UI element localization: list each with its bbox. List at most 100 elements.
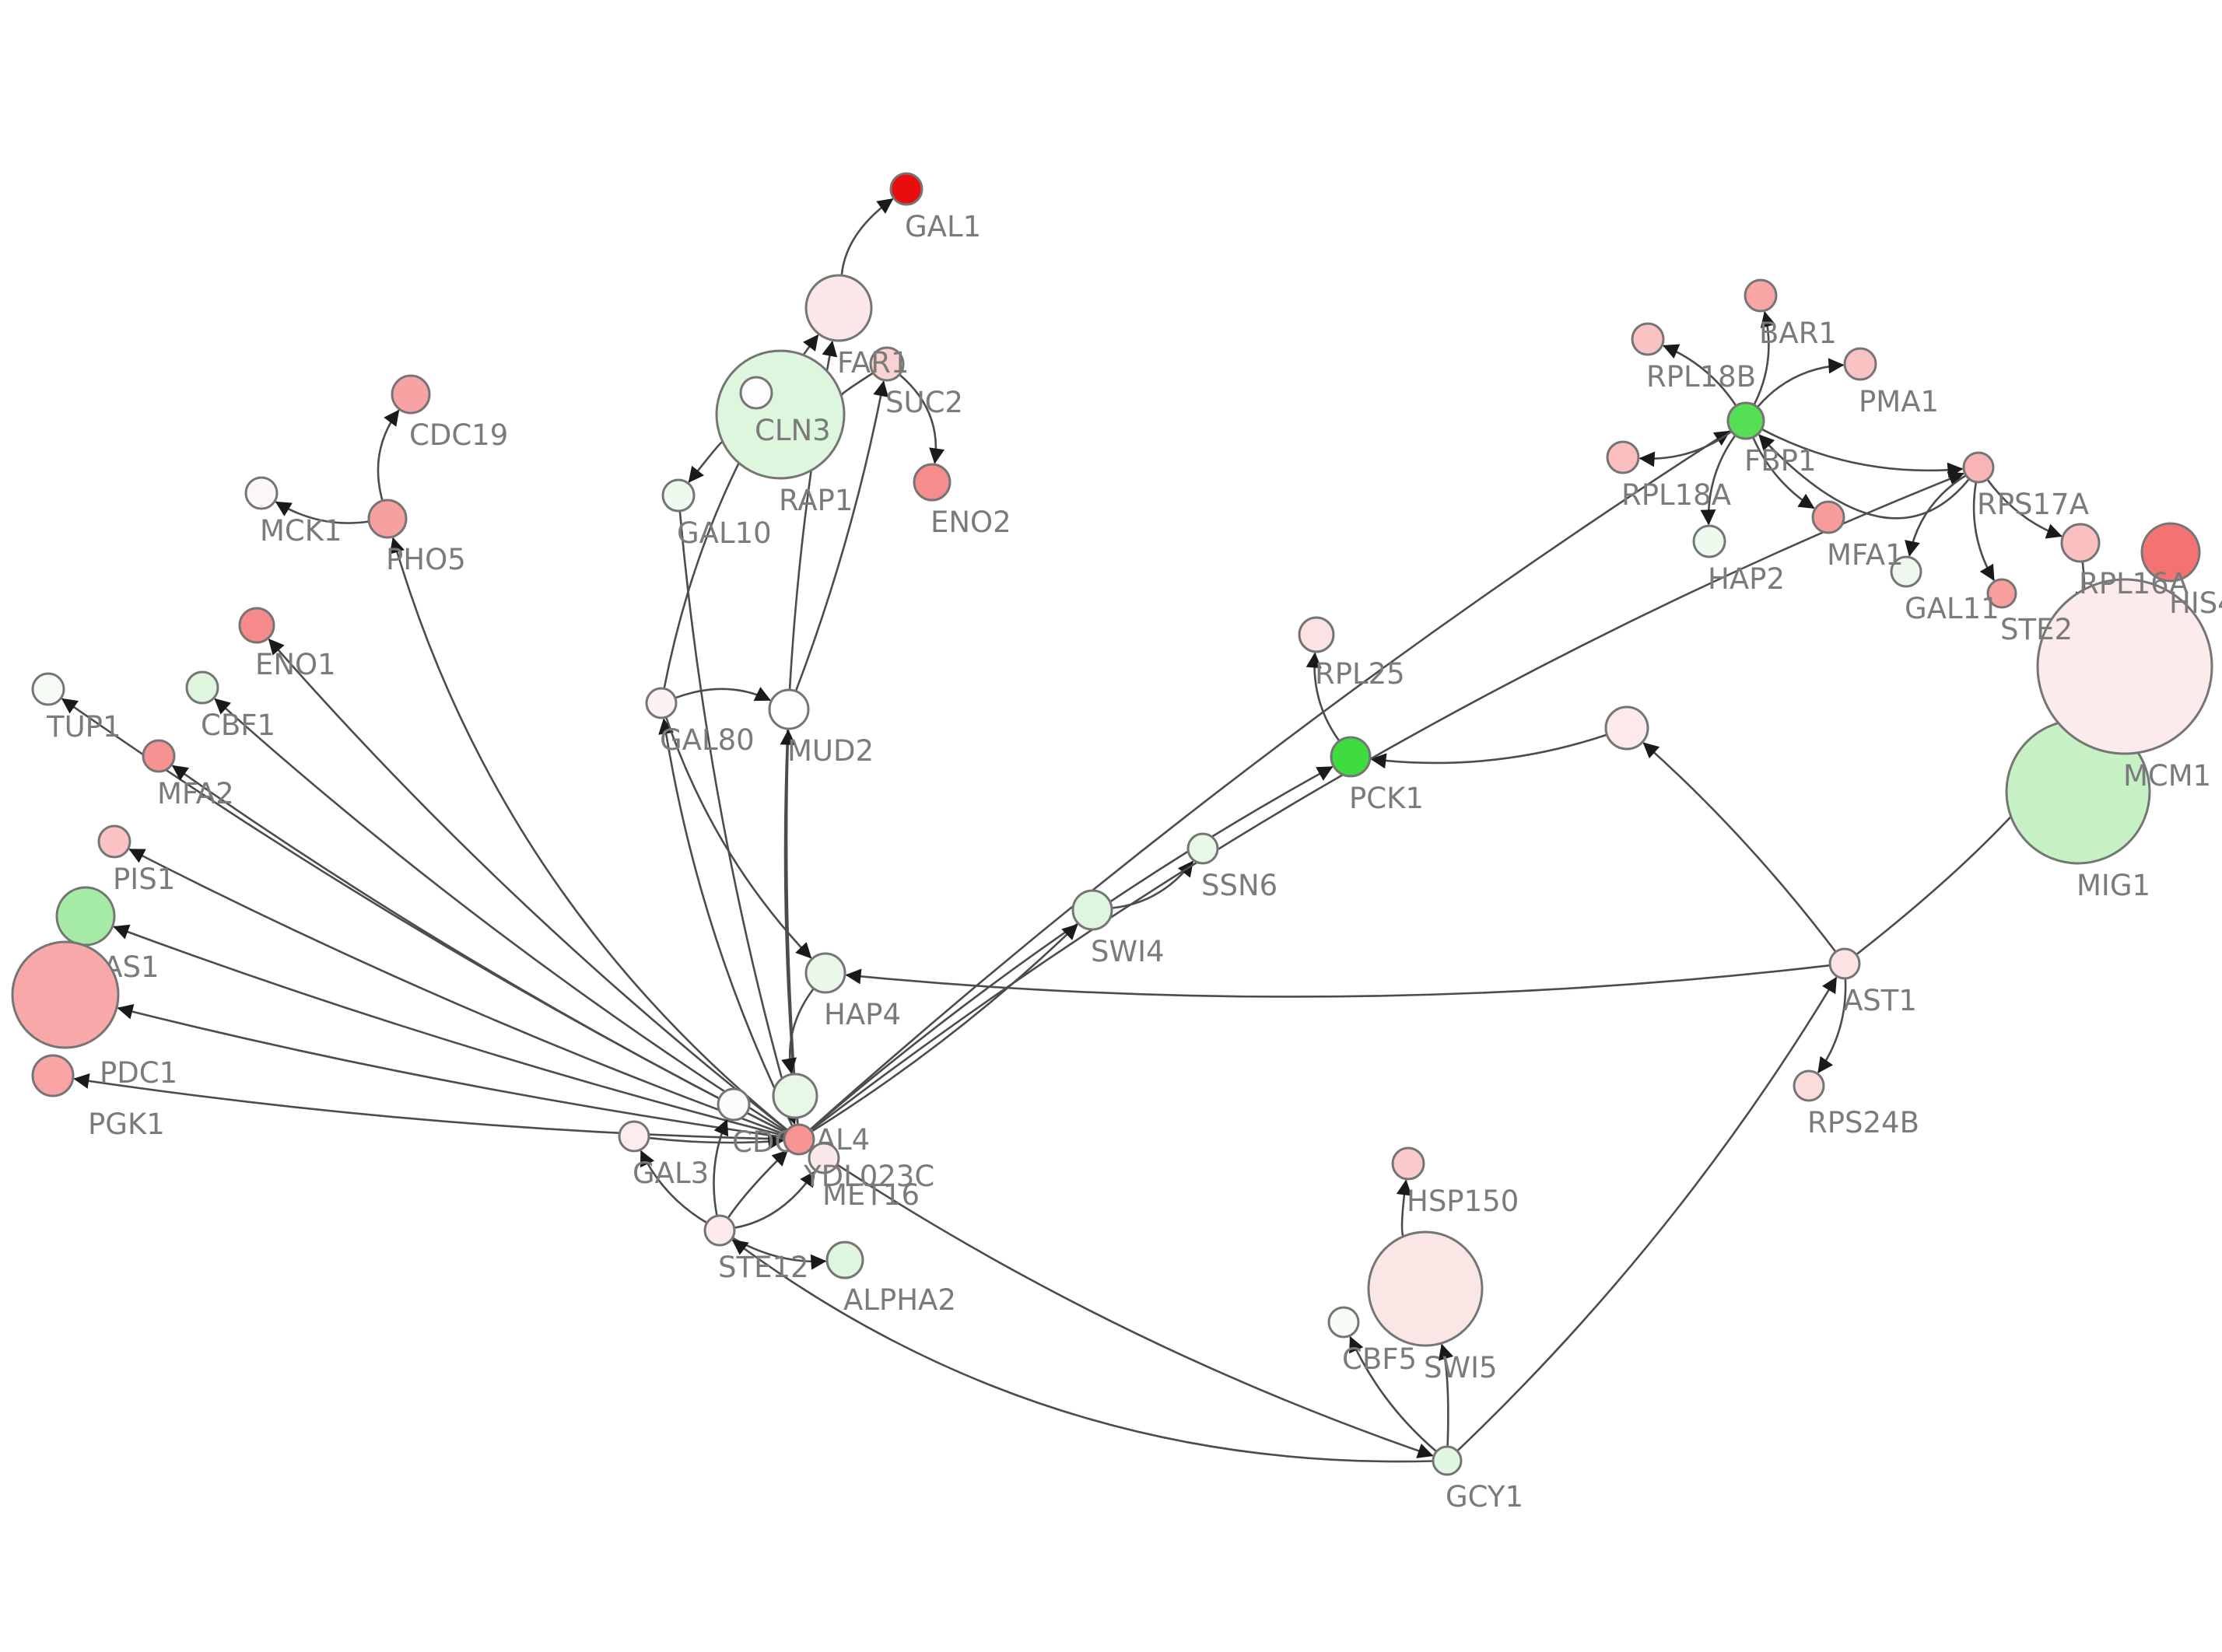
edge-RAP1-GAL10[interactable] xyxy=(688,440,724,483)
edge-GAL80-HAP4[interactable] xyxy=(664,716,812,959)
node-ALPHA2[interactable] xyxy=(825,1241,864,1279)
node-RPS24B[interactable] xyxy=(1793,1069,1825,1102)
node-MCK1[interactable] xyxy=(244,476,279,510)
edge-YDL023C-SWI4[interactable] xyxy=(811,923,1078,1133)
edge-YDL023C-CBF1[interactable] xyxy=(214,698,787,1132)
node-BAR1[interactable] xyxy=(1744,278,1778,313)
node-SWI4[interactable] xyxy=(1071,889,1113,931)
edge-STE12-YDL023C[interactable] xyxy=(727,1150,788,1219)
edge-FBP1-RPL18B[interactable] xyxy=(1663,344,1737,407)
edge-FBP1-RPL18A[interactable] xyxy=(1638,430,1733,467)
node-FBP1[interactable] xyxy=(1726,401,1765,440)
node-MUD2[interactable] xyxy=(768,688,810,730)
edge-YDL023C-FBP1[interactable] xyxy=(809,430,1731,1131)
edge-YDL023C-GCY1[interactable] xyxy=(811,1146,1434,1458)
edge-YDL023C-MFA2[interactable] xyxy=(171,765,787,1134)
edge-GAL80-MUD2[interactable] xyxy=(675,687,771,702)
edge-GAL10-YDL023C[interactable] xyxy=(678,510,798,1125)
edge-PHO5-CDC19[interactable] xyxy=(377,409,400,502)
edge-STE12-GAL3[interactable] xyxy=(640,1150,708,1224)
node-P1[interactable] xyxy=(1604,705,1649,751)
node-MCM1[interactable] xyxy=(2036,578,2213,755)
node-CBF5[interactable] xyxy=(1327,1306,1360,1339)
edge-AST1-HAP4[interactable] xyxy=(845,964,1831,998)
node-STE2[interactable] xyxy=(1986,578,2017,609)
edge-MUD2-SUC2[interactable] xyxy=(794,380,888,692)
node-GAL1[interactable] xyxy=(889,172,923,206)
edge-FBP1-RPS17A[interactable] xyxy=(1761,428,1964,478)
node-GAL10[interactable] xyxy=(661,478,696,513)
node-PDC1[interactable] xyxy=(11,940,120,1049)
edge-RPS17A-FBP1[interactable] xyxy=(1758,434,1971,520)
edge-YDL023C-PHO5[interactable] xyxy=(389,537,789,1132)
edge-FBP1-BAR1[interactable] xyxy=(1753,311,1776,406)
edge-GCY1-AST1[interactable] xyxy=(1456,976,1838,1452)
edge-YDL023C-PGK1[interactable] xyxy=(73,1073,785,1140)
node-GAL3[interactable] xyxy=(618,1120,650,1153)
edge-GAL3-YDL023C[interactable] xyxy=(648,1134,784,1150)
edge-RPS17A-RPL16A[interactable] xyxy=(1986,478,2063,539)
edge-FBP1-MFA1[interactable] xyxy=(1752,436,1815,509)
edge-FBP1-HAP2[interactable] xyxy=(1700,434,1737,526)
edge-STE12-CDC[interactable] xyxy=(713,1118,729,1216)
node-TUP1[interactable] xyxy=(31,672,65,706)
edge-GCY1-STE12[interactable] xyxy=(731,1239,1434,1463)
node-PHO5[interactable] xyxy=(367,499,408,539)
edge-STE12-MET16[interactable] xyxy=(734,1171,816,1229)
edge-YDL023C-PDC1[interactable] xyxy=(117,1003,785,1139)
node-SUC2[interactable] xyxy=(869,346,905,382)
edge-YDL023C-GAL80[interactable] xyxy=(658,718,794,1127)
node-PMA1[interactable] xyxy=(1843,347,1877,381)
edge-P1-PCK1[interactable] xyxy=(1370,733,1607,769)
node-RPL18B[interactable] xyxy=(1631,322,1665,356)
node-ENO1[interactable] xyxy=(238,607,275,644)
node-RPL25[interactable] xyxy=(1298,616,1335,653)
edge-YDL023C-ENO1[interactable] xyxy=(268,639,788,1132)
node-YDL023C[interactable] xyxy=(783,1123,815,1156)
edge-FBP1-PMA1[interactable] xyxy=(1756,358,1845,408)
node-RAS1[interactable] xyxy=(55,886,116,947)
node-MET16[interactable] xyxy=(808,1142,840,1174)
node-PCK1[interactable] xyxy=(1330,736,1372,778)
node-ENO2[interactable] xyxy=(913,463,952,502)
node-CDC19[interactable] xyxy=(391,374,431,415)
edge-FAR1-GAL1[interactable] xyxy=(840,198,894,276)
edge-AST1-P1[interactable] xyxy=(1642,742,1837,953)
edge-RPS17A-STE2[interactable] xyxy=(1972,481,1995,582)
node-MFA2[interactable] xyxy=(142,739,176,773)
edge-PHO5-MCK1[interactable] xyxy=(275,501,370,524)
edge-AST1-RPS24B[interactable] xyxy=(1817,978,1847,1073)
node-PGK1[interactable] xyxy=(31,1054,75,1097)
node-GAL80[interactable] xyxy=(645,687,678,719)
node-CDC[interactable] xyxy=(717,1087,751,1122)
node-SWI5[interactable] xyxy=(1367,1230,1484,1347)
node-SSN6[interactable] xyxy=(1186,832,1219,865)
node-HAP2[interactable] xyxy=(1692,524,1726,558)
edge-GCY1-SWI5[interactable] xyxy=(1438,1343,1454,1447)
node-HAP4[interactable] xyxy=(804,952,846,994)
edge-YDL023C-RAS1[interactable] xyxy=(113,924,785,1137)
edge-YDL023C-PCK1[interactable] xyxy=(809,765,1334,1131)
node-GAL11[interactable] xyxy=(1890,555,1922,588)
node-HIS4[interactable] xyxy=(2140,522,2201,583)
node-RPL18A[interactable] xyxy=(1606,440,1640,474)
edge-SWI4-SSN6[interactable] xyxy=(1111,860,1194,909)
node-HSP150[interactable] xyxy=(1391,1146,1425,1181)
node-RPL16A[interactable] xyxy=(2060,523,2101,563)
node-AST1[interactable] xyxy=(1828,947,1861,980)
node-CLN3[interactable] xyxy=(739,376,773,410)
edge-PCK1-RPL25[interactable] xyxy=(1306,652,1341,742)
node-FAR1[interactable] xyxy=(804,274,873,342)
edge-RPS17A-GAL11[interactable] xyxy=(1905,474,1967,557)
edge-YDL023C-PIS1[interactable] xyxy=(128,848,786,1136)
node-RPS17A[interactable] xyxy=(1962,451,1995,484)
node-GCY1[interactable] xyxy=(1432,1445,1463,1476)
edge-HAP4-GAL4[interactable] xyxy=(781,988,815,1074)
edge-GCY1-CBF5[interactable] xyxy=(1349,1335,1438,1453)
edge-SWI5-HSP150[interactable] xyxy=(1396,1179,1412,1237)
node-CBF1[interactable] xyxy=(185,670,219,705)
edge-SUC2-ENO2[interactable] xyxy=(899,373,945,464)
node-STE12[interactable] xyxy=(703,1214,736,1247)
node-PIS1[interactable] xyxy=(97,824,131,859)
node-GAL4[interactable] xyxy=(772,1073,818,1119)
